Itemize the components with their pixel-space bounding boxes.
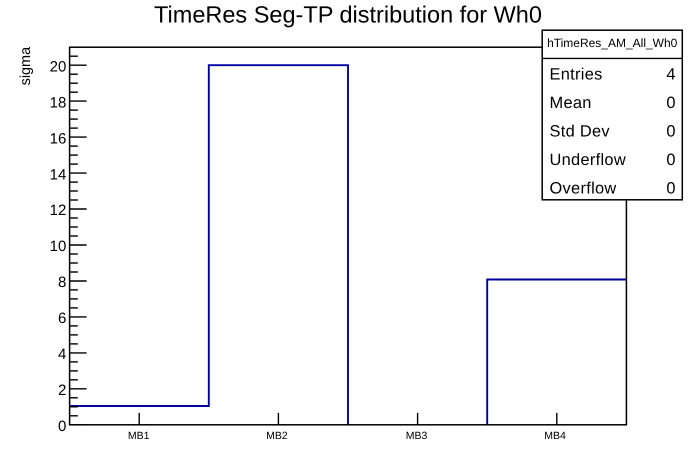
svg-text:0: 0	[666, 151, 675, 169]
svg-text:0: 0	[666, 94, 675, 112]
svg-text:Overflow: Overflow	[550, 180, 617, 198]
svg-text:Underflow: Underflow	[550, 151, 627, 169]
svg-text:0: 0	[666, 123, 675, 141]
svg-text:6: 6	[58, 310, 66, 327]
svg-text:16: 16	[50, 130, 67, 147]
svg-text:2: 2	[58, 382, 66, 399]
svg-text:TimeRes Seg-TP distribution fo: TimeRes Seg-TP distribution for Wh0	[154, 2, 542, 28]
svg-text:MB3: MB3	[406, 430, 428, 442]
svg-text:Mean: Mean	[550, 94, 592, 112]
svg-text:Std Dev: Std Dev	[550, 123, 611, 141]
svg-text:4: 4	[666, 66, 675, 84]
svg-text:MB4: MB4	[544, 430, 566, 442]
svg-text:12: 12	[50, 202, 67, 219]
svg-text:hTimeRes_AM_All_Wh0: hTimeRes_AM_All_Wh0	[547, 36, 678, 50]
svg-text:sigma: sigma	[18, 46, 34, 85]
svg-text:20: 20	[50, 58, 67, 75]
svg-text:14: 14	[50, 166, 67, 183]
svg-text:8: 8	[58, 274, 66, 291]
svg-text:Entries: Entries	[550, 66, 603, 84]
svg-text:10: 10	[50, 238, 67, 255]
svg-text:0: 0	[666, 180, 675, 198]
svg-text:4: 4	[58, 346, 66, 363]
svg-text:MB2: MB2	[266, 430, 288, 442]
svg-text:0: 0	[58, 418, 66, 435]
svg-text:MB1: MB1	[128, 430, 150, 442]
svg-text:18: 18	[50, 94, 67, 111]
